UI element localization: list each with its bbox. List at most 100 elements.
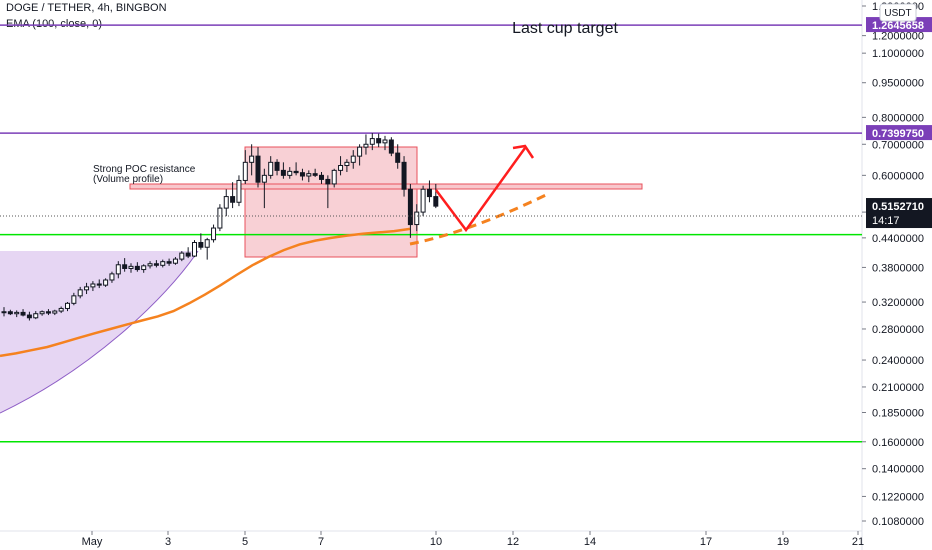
candle-body bbox=[319, 174, 324, 180]
candle-body bbox=[249, 155, 255, 163]
ema-100-line bbox=[0, 227, 411, 358]
candle-body bbox=[344, 161, 350, 167]
candle-body bbox=[134, 265, 140, 271]
candle-body bbox=[77, 289, 83, 297]
candle-body bbox=[109, 273, 115, 281]
candle-body bbox=[26, 314, 32, 319]
candle-body bbox=[255, 155, 261, 183]
y-tick-label: 0.8000000 bbox=[872, 112, 924, 124]
candle-body bbox=[20, 311, 26, 316]
price-label-badge bbox=[866, 125, 932, 141]
candle-body bbox=[204, 239, 210, 248]
candle-body bbox=[192, 241, 197, 257]
candle-body bbox=[312, 173, 318, 176]
candle-body bbox=[414, 211, 420, 226]
currency-button-label: USDT bbox=[884, 8, 911, 19]
candle-body bbox=[274, 161, 280, 171]
candle-body bbox=[84, 286, 90, 291]
candle-body bbox=[350, 155, 356, 163]
price-label-badge bbox=[866, 198, 932, 229]
candle-body bbox=[141, 265, 147, 271]
candle-body bbox=[1, 311, 7, 314]
y-tick-label: 0.4400000 bbox=[872, 233, 924, 245]
price-label-text: 0.5152710 bbox=[872, 201, 924, 213]
y-tick-label: 0.1220000 bbox=[872, 491, 924, 503]
x-tick-label: 12 bbox=[507, 536, 519, 548]
x-tick-label: 19 bbox=[777, 536, 789, 548]
candle-body bbox=[14, 311, 20, 315]
candle-body bbox=[160, 261, 166, 266]
candle-body bbox=[179, 252, 185, 260]
candle-body bbox=[52, 310, 58, 314]
candle-body bbox=[223, 196, 229, 209]
candle-body bbox=[7, 311, 13, 315]
y-tick-label: 0.6000000 bbox=[872, 170, 924, 182]
candle-body bbox=[363, 143, 369, 148]
y-tick-label: 0.2100000 bbox=[872, 382, 924, 394]
poc-resistance-band[interactable] bbox=[129, 183, 643, 190]
arrow-head-icon bbox=[512, 144, 535, 159]
candle-body bbox=[96, 283, 102, 286]
candle-body bbox=[426, 188, 432, 198]
candle-body bbox=[433, 196, 439, 207]
candle-body bbox=[331, 169, 337, 185]
countdown-label: 14:17 bbox=[872, 215, 900, 227]
x-tick-label: 7 bbox=[318, 536, 324, 548]
cup-curve bbox=[0, 250, 199, 414]
y-tick-label: 1.1000000 bbox=[872, 48, 924, 60]
x-tick-label: 21 bbox=[852, 536, 864, 548]
y-tick-label: 0.3200000 bbox=[872, 297, 924, 309]
candle-body bbox=[115, 264, 121, 275]
candle-body bbox=[388, 139, 394, 154]
symbol-title: DOGE / TETHER, 4h, BINGBON bbox=[6, 2, 167, 14]
candle-body bbox=[287, 170, 293, 176]
candle-body bbox=[376, 138, 382, 144]
candle-body bbox=[147, 263, 153, 267]
y-tick-label: 0.9500000 bbox=[872, 78, 924, 90]
candle-body bbox=[420, 188, 426, 213]
price-label-text: 0.7399750 bbox=[872, 128, 924, 140]
x-tick-label: May bbox=[82, 536, 103, 548]
x-tick-label: 5 bbox=[242, 536, 248, 548]
candle-body bbox=[382, 139, 388, 144]
candle-body bbox=[172, 258, 178, 264]
candle-body bbox=[369, 138, 375, 145]
candle-body bbox=[45, 311, 51, 314]
y-tick-label: 0.3800000 bbox=[872, 262, 924, 274]
candle-body bbox=[166, 261, 172, 264]
y-tick-label: 0.1850000 bbox=[872, 408, 924, 420]
poc-label-line1: Strong POC resistance bbox=[93, 164, 196, 175]
candle-body bbox=[198, 241, 204, 248]
candle-body bbox=[357, 146, 363, 157]
x-tick-label: 10 bbox=[430, 536, 442, 548]
indicator-label: EMA (100, close, 0) bbox=[6, 18, 102, 30]
candle-body bbox=[299, 172, 305, 177]
y-tick-label: 0.1400000 bbox=[872, 464, 924, 476]
y-tick-label: 0.1600000 bbox=[872, 437, 924, 449]
y-tick-label: 0.7000000 bbox=[872, 139, 924, 151]
candle-body bbox=[103, 279, 109, 286]
x-tick-label: 3 bbox=[165, 536, 171, 548]
candle-body bbox=[58, 307, 64, 312]
candle-body bbox=[65, 302, 70, 309]
candle-body bbox=[128, 265, 134, 269]
candle-body bbox=[306, 173, 312, 177]
y-tick-label: 1.2000000 bbox=[872, 31, 924, 43]
candle-body bbox=[211, 227, 217, 241]
candle-body bbox=[236, 179, 242, 203]
cup-target-label: Last cup target bbox=[512, 20, 618, 37]
x-tick-label: 14 bbox=[584, 536, 596, 548]
poc-label-line2: (Volume profile) bbox=[93, 174, 163, 185]
ema-projection-dashed bbox=[409, 191, 551, 246]
y-tick-label: 0.2800000 bbox=[872, 324, 924, 336]
candle-body bbox=[261, 174, 267, 183]
candle-body bbox=[39, 311, 45, 315]
currency-button[interactable] bbox=[879, 3, 917, 22]
candle-body bbox=[293, 170, 299, 174]
candle-body bbox=[407, 188, 413, 226]
candle-body bbox=[338, 165, 344, 171]
candle-body bbox=[230, 196, 236, 203]
x-tick-label: 17 bbox=[700, 536, 712, 548]
candle-body bbox=[401, 161, 407, 190]
